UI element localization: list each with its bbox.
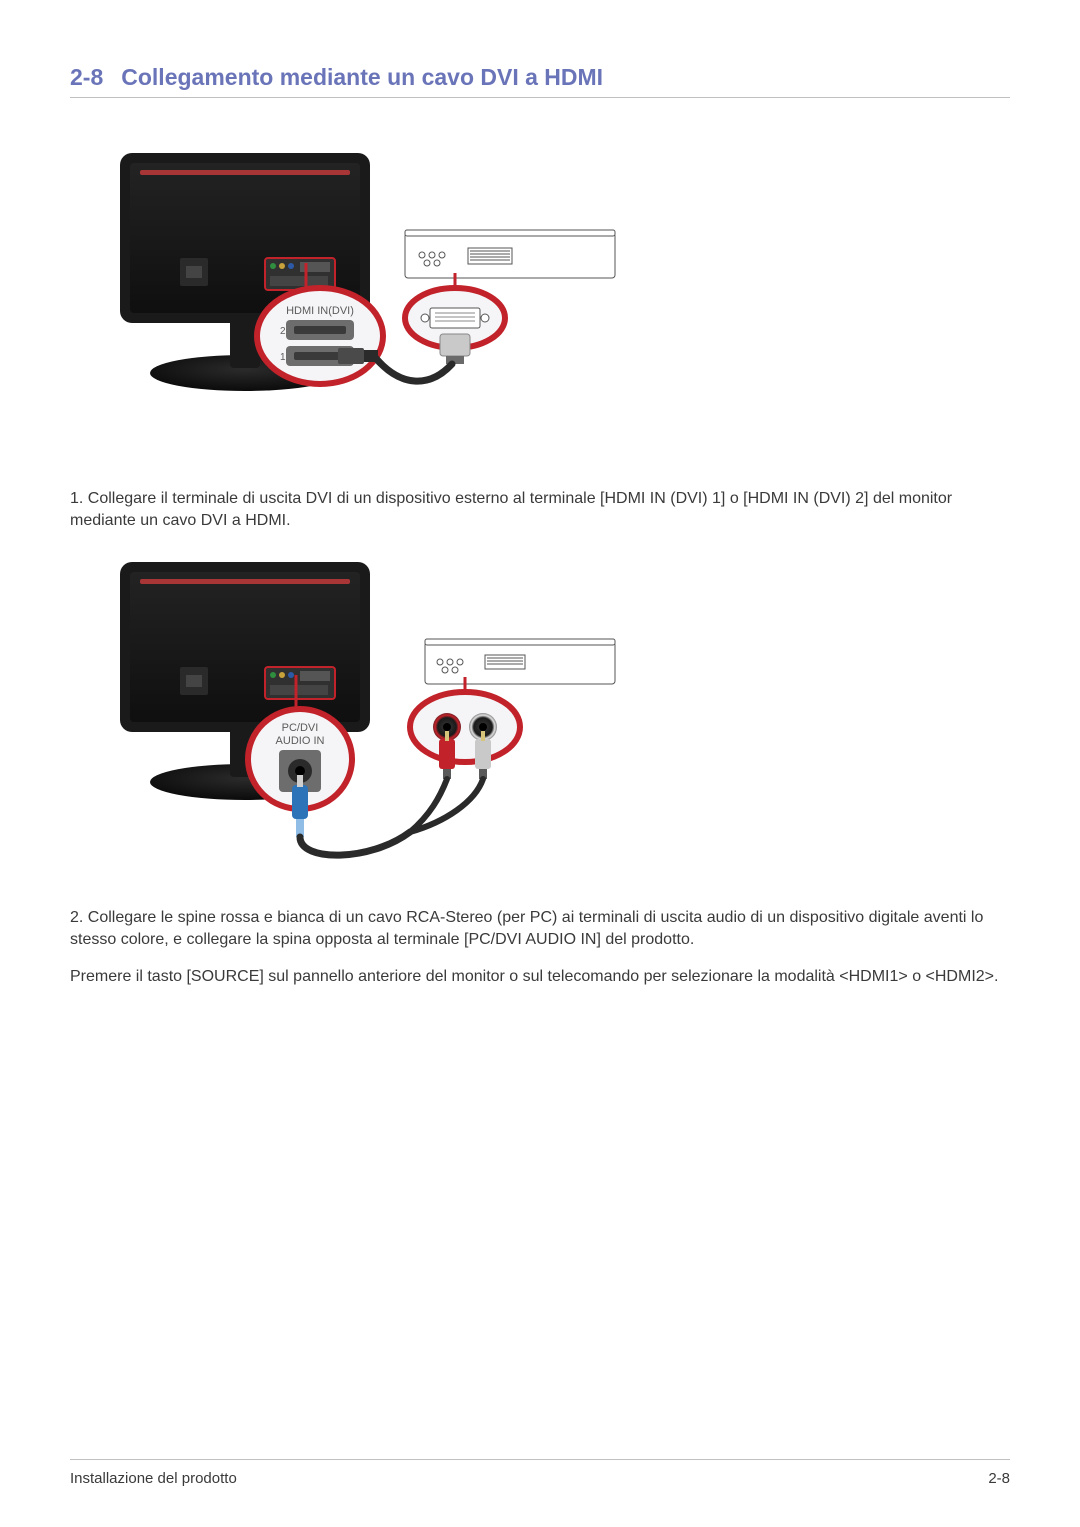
- svg-text:PC/DVI: PC/DVI: [282, 722, 319, 734]
- svg-text:1: 1: [280, 352, 286, 363]
- step-1-text: 1. Collegare il terminale di uscita DVI …: [70, 488, 1010, 531]
- heading-title: Collegamento mediante un cavo DVI a HDMI: [121, 64, 603, 91]
- step-2-text: 2. Collegare le spine rossa e bianca di …: [70, 907, 1010, 950]
- footer-right: 2-8: [988, 1470, 1010, 1487]
- heading-number: 2-8: [70, 64, 103, 91]
- section-heading: 2-8 Collegamento mediante un cavo DVI a …: [70, 64, 1010, 98]
- svg-text:AUDIO IN: AUDIO IN: [276, 735, 325, 747]
- page-footer: Installazione del prodotto 2-8: [70, 1459, 1010, 1487]
- source-note-text: Premere il tasto [SOURCE] sul pannello a…: [70, 966, 1010, 988]
- hdmi-in-label: HDMI IN(DVI): [286, 305, 354, 317]
- figure-audio: PC/DVI AUDIO IN: [70, 547, 1010, 877]
- footer-left: Installazione del prodotto: [70, 1470, 237, 1487]
- figure-dvi-hdmi: HDMI IN(DVI) 2 1: [70, 138, 1010, 458]
- svg-text:2: 2: [280, 326, 286, 337]
